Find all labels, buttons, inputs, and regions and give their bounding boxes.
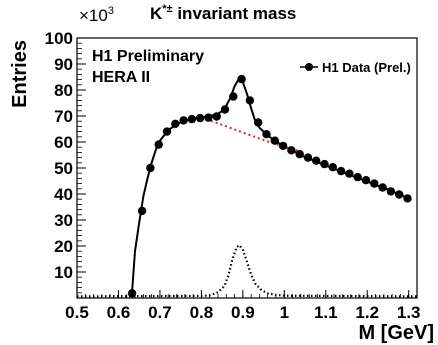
x-tick-label: 0.5: [65, 303, 89, 322]
data-point: [245, 96, 255, 105]
annotation-hera-ii: HERA II: [92, 69, 150, 86]
y-exponent-base: ×10: [79, 6, 108, 25]
data-point: [146, 163, 155, 173]
data-point: [137, 206, 147, 216]
chart-title-rest: invariant mass: [173, 4, 297, 23]
data-point: [295, 150, 304, 159]
data-point: [370, 179, 379, 188]
data-point: [154, 140, 163, 149]
signal-curve: [76, 244, 418, 298]
data-point: [361, 176, 371, 185]
data-point: [229, 92, 238, 101]
fit-curve: [130, 77, 410, 297]
y-tick-label: 60: [54, 133, 73, 152]
y-tick-label: 90: [54, 55, 73, 74]
data-point: [270, 136, 279, 145]
data-point: [262, 130, 271, 139]
y-axis-label: Entries: [9, 40, 31, 108]
chart-title-sup: *±: [162, 3, 172, 15]
x-tick-label: 1.1: [314, 303, 338, 322]
data-point: [287, 146, 296, 155]
chart-title: K*± invariant mass: [150, 3, 296, 23]
data-point: [237, 74, 246, 84]
y-tick-label: 100: [45, 29, 73, 48]
data-point: [171, 119, 180, 128]
x-tick-label: 0.7: [148, 303, 172, 322]
y-tick-label: 30: [54, 211, 73, 230]
data-point: [254, 118, 263, 127]
y-tick-label: 10: [54, 263, 73, 282]
data-point: [162, 127, 172, 136]
data-point: [336, 166, 346, 176]
y-tick-label: 50: [54, 159, 73, 178]
y-tick-label: 20: [54, 237, 73, 256]
legend: H1 Data (Prel.): [300, 60, 411, 75]
x-tick-label: 0.6: [107, 303, 131, 322]
data-point: [353, 172, 362, 182]
data-point: [204, 113, 213, 122]
data-point: [303, 153, 313, 162]
data-point: [127, 289, 137, 298]
annotation-h1-preliminary: H1 Preliminary: [92, 48, 204, 65]
x-tick-label: 1.3: [397, 303, 421, 322]
x-tick-label: 1.2: [355, 303, 379, 322]
x-tick-label: 0.8: [190, 303, 214, 322]
y-tick-label: 80: [54, 81, 73, 100]
data-point: [320, 159, 329, 169]
x-tick-label: 1: [280, 303, 289, 322]
y-exponent: ×103: [79, 5, 114, 25]
data-point: [386, 187, 396, 196]
data-point: [195, 113, 205, 123]
data-point: [395, 190, 404, 199]
x-axis-label: M [GeV]: [358, 322, 434, 344]
data-point: [278, 141, 288, 151]
data-point: [328, 163, 337, 172]
y-exponent-power: 3: [108, 5, 114, 17]
data-point: [179, 116, 188, 125]
data-point: [378, 183, 387, 192]
data-point: [220, 105, 230, 114]
legend-label: H1 Data (Prel.): [322, 60, 411, 75]
legend-marker: [305, 63, 313, 71]
data-point: [187, 114, 197, 124]
data-point: [403, 194, 412, 203]
data-point: [312, 156, 321, 165]
chart-title-main: K: [150, 4, 163, 23]
data-point: [345, 169, 354, 178]
x-tick-label: 0.9: [231, 303, 255, 322]
y-tick-label: 70: [54, 107, 73, 126]
data-point: [212, 112, 221, 121]
y-tick-label: 40: [54, 185, 73, 204]
